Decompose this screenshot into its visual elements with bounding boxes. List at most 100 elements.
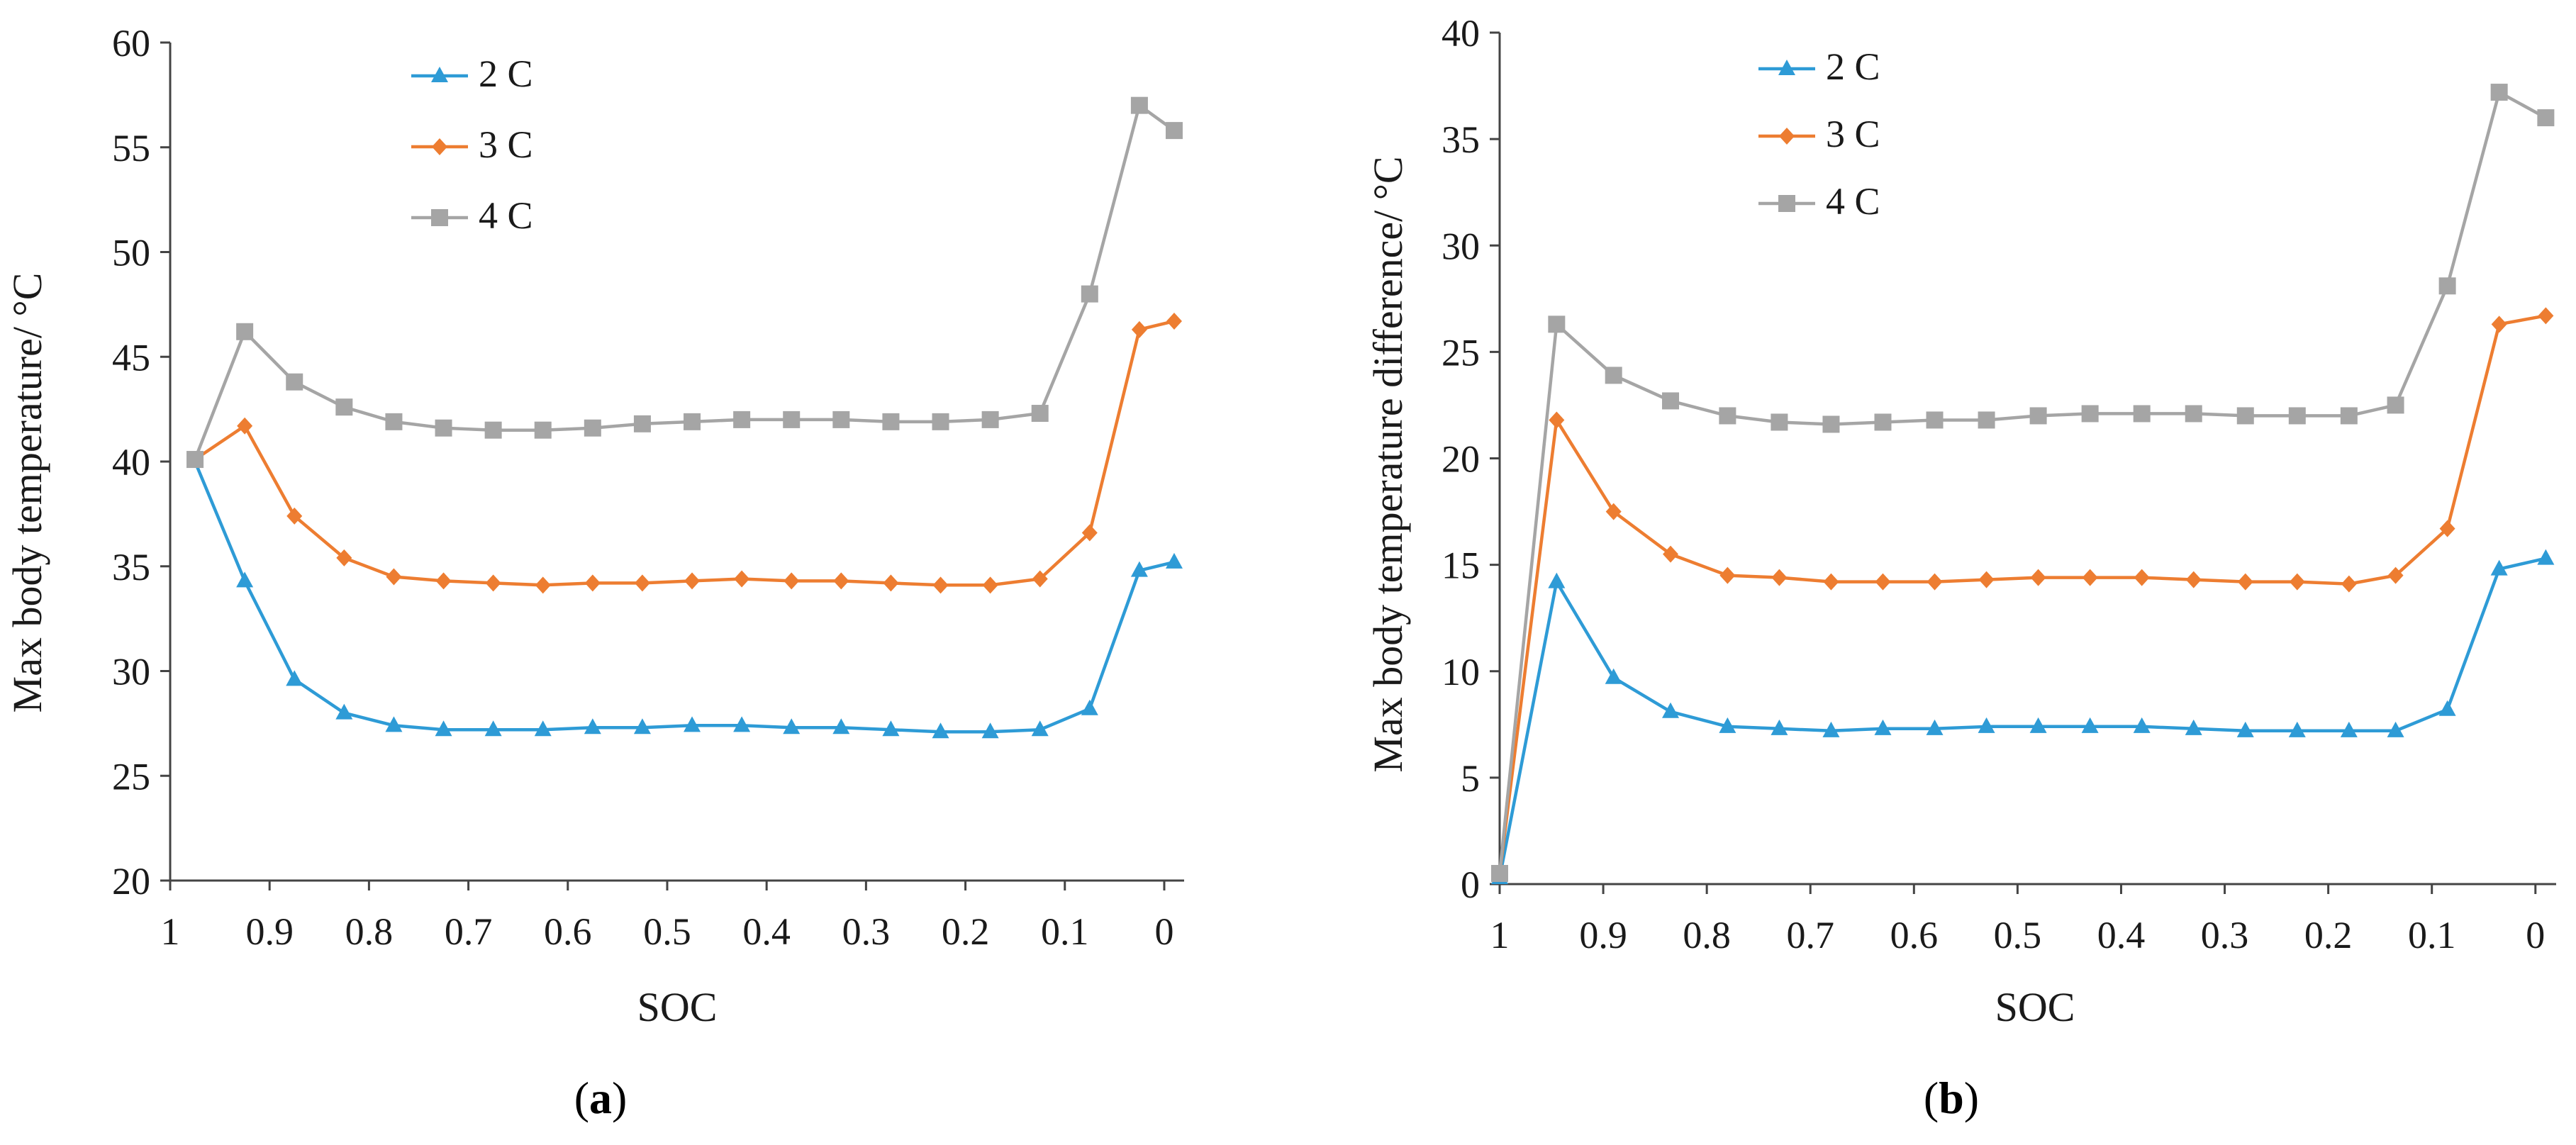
chart-a-point-3c: [883, 574, 899, 592]
chart-a-point-2c: [236, 571, 254, 588]
chart-a-point-2c: [633, 718, 651, 735]
chart-b-point-2c: [2081, 717, 2099, 733]
chart-b-point-3c: [2082, 569, 2098, 586]
chart-b-point-3c: [2341, 575, 2357, 593]
chart-a-point-2c: [981, 722, 999, 739]
chart-b-legend: 2 C 3 C 4 C: [1758, 45, 1880, 223]
chart-a-x-tick-label: 0.7: [445, 910, 493, 953]
chart-b-point-2c: [2340, 721, 2358, 737]
chart-a-y-tick-label: 45: [112, 336, 150, 379]
chart-b-point-3c: [1719, 566, 1736, 584]
chart-a-point-4c: [584, 419, 601, 437]
chart-a-point-2c: [484, 720, 502, 737]
chart-a-x-tick-label: 0.6: [544, 910, 592, 953]
chart-b-point-2c: [1662, 702, 1680, 718]
chart-a-point-2c: [832, 718, 850, 735]
chart-a-point-3c: [435, 572, 452, 590]
chart-b-point-3c: [1663, 545, 1679, 563]
chart-a-point-2c: [684, 716, 701, 732]
chart-a-series-2c: [186, 452, 1183, 739]
chart-a-point-3c: [784, 572, 800, 590]
chart-a-point-2c: [783, 718, 801, 735]
chart-b-x-tick-label: 0.3: [2201, 914, 2249, 956]
chart-panel-a: 20 25 30 35 40 45 50 55 60 1 0.9 0.8 0.7 0.6 0.5 0.4 0.3…: [4, 22, 1184, 1123]
panel-label-a: (a): [574, 1073, 628, 1123]
chart-b-point-3c: [2538, 307, 2554, 325]
chart-a-point-3c: [1166, 313, 1182, 330]
chart-b-point-4c: [1926, 411, 1944, 429]
chart-a-line-2c: [193, 461, 1175, 734]
chart-a-y-tick-label: 30: [112, 651, 150, 693]
chart-b-point-4c: [1719, 407, 1736, 425]
chart-b-y-tick-label: 40: [1442, 12, 1480, 55]
chart-b-point-3c: [2387, 566, 2404, 584]
chart-b-point-2c: [1719, 717, 1736, 733]
chart-a-point-4c: [335, 398, 353, 416]
chart-a-y-tick-label: 60: [112, 22, 150, 65]
chart-a-point-4c: [882, 413, 900, 430]
chart-b-point-2c: [1771, 719, 1788, 735]
chart-a-plot-area: 20 25 30 35 40 45 50 55 60 1 0.9 0.8 0.7 0.6 0.5 0.4 0.3…: [112, 22, 1184, 953]
chart-b-x-tick-label: 0.8: [1683, 914, 1731, 956]
chart-b-point-2c: [1548, 572, 1566, 588]
chart-b-point-3c: [2439, 520, 2455, 537]
chart-b-point-2c: [2029, 717, 2047, 733]
chart-b-point-2c: [2185, 719, 2202, 735]
chart-b-point-2c: [2387, 721, 2404, 737]
chart-b-x-tick-label: 0: [2526, 914, 2545, 956]
chart-a-legend-item-2c: 2 C: [411, 52, 533, 95]
chart-b-point-4c: [2537, 109, 2555, 127]
chart-b-y-tick-label: 25: [1442, 331, 1480, 374]
chart-b-x-tick-label: 0.4: [2097, 914, 2146, 956]
chart-b-point-3c: [1927, 573, 1943, 591]
chart-b-point-3c: [1605, 503, 1622, 520]
chart-a-point-3c: [535, 576, 551, 594]
chart-b-y-tick-label: 0: [1461, 864, 1480, 906]
chart-b-x-tick-label: 0.2: [2304, 914, 2353, 956]
chart-b-point-3c: [2491, 315, 2507, 333]
chart-a-legend-marker-2c: [431, 67, 448, 82]
chart-b-series-2c: [1491, 549, 2555, 884]
chart-a-point-3c: [386, 568, 402, 586]
chart-a-point-2c: [1165, 552, 1183, 569]
chart-b-point-4c: [2029, 407, 2047, 425]
chart-b-point-4c: [2236, 407, 2254, 425]
chart-a-x-tick-label: 0.2: [942, 910, 990, 953]
chart-b-point-4c: [1771, 413, 1788, 431]
chart-a-point-4c: [435, 419, 452, 437]
chart-a-point-3c: [982, 576, 998, 594]
chart-a-series-3c: [187, 313, 1182, 594]
chart-b-point-4c: [1874, 413, 1892, 431]
chart-b-point-3c: [1771, 569, 1788, 586]
chart-b-legend-item-3c: 3 C: [1758, 113, 1880, 155]
chart-a-y-tick-label: 35: [112, 546, 150, 588]
chart-a-point-4c: [286, 373, 303, 391]
chart-a-point-4c: [1081, 285, 1098, 303]
chart-a-point-2c: [1130, 561, 1148, 577]
chart-a-point-3c: [336, 549, 352, 566]
chart-b-y-axis-title: Max body temperature difference/ °C: [1365, 156, 1411, 772]
chart-b-y-tick-label: 15: [1442, 544, 1480, 587]
chart-b-point-4c: [1605, 367, 1622, 384]
chart-b-line-4c: [1498, 90, 2547, 874]
chart-a-point-4c: [385, 413, 403, 430]
chart-a-point-2c: [385, 716, 403, 732]
chart-a-legend-label-4c: 4 C: [479, 194, 533, 237]
chart-a-x-tick-label: 0.3: [842, 910, 891, 953]
chart-b-plot-area: 0 5 10 15 20 25 30 35 40 1 0.9 0.8 0.7 0.6 0.5 0.4 0.3 0.…: [1442, 12, 2556, 956]
chart-a-point-4c: [484, 421, 502, 439]
chart-a-point-2c: [1031, 720, 1049, 737]
chart-a-point-2c: [534, 720, 552, 737]
chart-a-legend-item-3c: 3 C: [411, 123, 533, 166]
chart-b-x-tick-label: 1: [1490, 914, 1510, 956]
chart-a-x-tick-label: 0.4: [742, 910, 791, 953]
chart-a-legend-label-3c: 3 C: [479, 123, 533, 166]
chart-a-x-tick-label: 0: [1154, 910, 1173, 953]
chart-a-y-tick-label: 50: [112, 232, 150, 274]
chart-a-point-2c: [435, 720, 452, 737]
chart-b-point-4c: [1978, 411, 1995, 429]
chart-a-legend-marker-4c: [431, 209, 448, 226]
chart-b-y-tick-label: 20: [1442, 438, 1480, 481]
chart-a-y-tick-label: 40: [112, 441, 150, 484]
chart-b-y-tick-label: 30: [1442, 225, 1480, 267]
